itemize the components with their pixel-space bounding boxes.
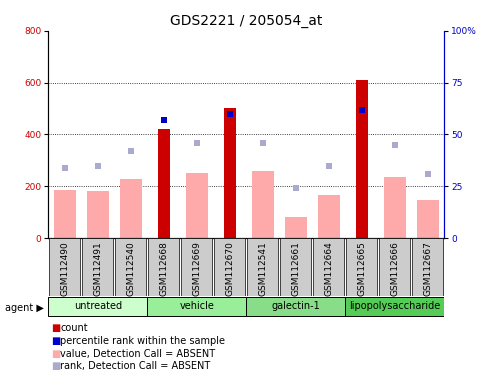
FancyBboxPatch shape	[148, 238, 179, 296]
FancyBboxPatch shape	[246, 297, 345, 316]
Bar	[356, 80, 368, 238]
Text: GSM112661: GSM112661	[291, 241, 300, 296]
Title: GDS2221 / 205054_at: GDS2221 / 205054_at	[170, 14, 323, 28]
FancyBboxPatch shape	[48, 297, 147, 316]
Bar	[158, 129, 170, 238]
FancyBboxPatch shape	[181, 238, 213, 296]
Bar	[120, 179, 142, 238]
FancyBboxPatch shape	[346, 238, 377, 296]
Text: GSM112540: GSM112540	[127, 241, 135, 296]
FancyBboxPatch shape	[214, 238, 245, 296]
Text: agent ▶: agent ▶	[5, 303, 43, 313]
Text: vehicle: vehicle	[179, 301, 214, 311]
Text: GSM112665: GSM112665	[357, 241, 366, 296]
FancyBboxPatch shape	[280, 238, 312, 296]
Text: lipopolysaccharide: lipopolysaccharide	[349, 301, 440, 311]
Text: ■: ■	[51, 336, 60, 346]
Bar	[384, 177, 406, 238]
Text: GSM112670: GSM112670	[226, 241, 234, 296]
FancyBboxPatch shape	[115, 238, 146, 296]
Text: untreated: untreated	[74, 301, 122, 311]
FancyBboxPatch shape	[379, 238, 411, 296]
Text: GSM112664: GSM112664	[325, 241, 333, 296]
Text: ■: ■	[51, 361, 60, 371]
Text: GSM112541: GSM112541	[258, 241, 267, 296]
Text: percentile rank within the sample: percentile rank within the sample	[60, 336, 226, 346]
FancyBboxPatch shape	[345, 297, 444, 316]
FancyBboxPatch shape	[147, 297, 246, 316]
FancyBboxPatch shape	[412, 238, 443, 296]
Bar	[224, 108, 236, 238]
Bar	[87, 191, 109, 238]
FancyBboxPatch shape	[247, 238, 278, 296]
Text: GSM112491: GSM112491	[93, 241, 102, 296]
Bar	[186, 172, 208, 238]
Bar	[318, 195, 340, 238]
Text: rank, Detection Call = ABSENT: rank, Detection Call = ABSENT	[60, 361, 211, 371]
Bar	[417, 200, 439, 238]
Text: GSM112667: GSM112667	[424, 241, 432, 296]
Bar	[54, 190, 75, 238]
Bar	[252, 170, 273, 238]
Text: galectin-1: galectin-1	[271, 301, 320, 311]
Text: GSM112668: GSM112668	[159, 241, 168, 296]
Text: count: count	[60, 323, 88, 333]
Text: GSM112669: GSM112669	[192, 241, 201, 296]
Text: ■: ■	[51, 323, 60, 333]
Text: GSM112490: GSM112490	[60, 241, 69, 296]
Bar	[285, 217, 307, 238]
FancyBboxPatch shape	[49, 238, 80, 296]
FancyBboxPatch shape	[313, 238, 344, 296]
Text: ■: ■	[51, 349, 60, 359]
FancyBboxPatch shape	[82, 238, 114, 296]
Text: GSM112666: GSM112666	[390, 241, 399, 296]
Text: value, Detection Call = ABSENT: value, Detection Call = ABSENT	[60, 349, 215, 359]
